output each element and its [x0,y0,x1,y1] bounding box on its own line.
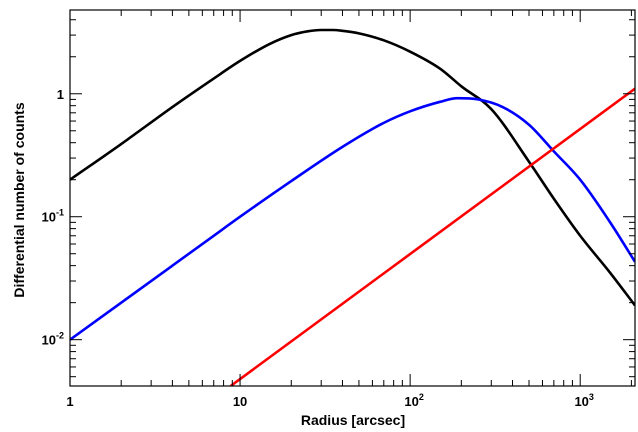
x-tick-label: 103 [574,392,593,409]
series-line-1 [70,28,635,307]
x-tick-label: 10 [233,394,247,409]
x-tick-label: 1 [66,394,73,409]
plot-frame [69,9,636,387]
x-axis-title: Radius [arcsec] [301,412,405,428]
y-tick-label: 10-1 [42,208,64,225]
x-tick-label: 102 [404,392,423,409]
series-layer [70,28,635,386]
series-line-3 [229,87,635,386]
y-tick-label: 1 [57,87,64,102]
tick-layer [69,10,635,386]
label-layer: 1 10 102 103 10-2 10-1 1 [42,87,594,409]
y-axis-title: Differential number of counts [11,102,27,297]
series-line-2 [70,96,635,341]
y-tick-label: 10-2 [42,331,64,348]
